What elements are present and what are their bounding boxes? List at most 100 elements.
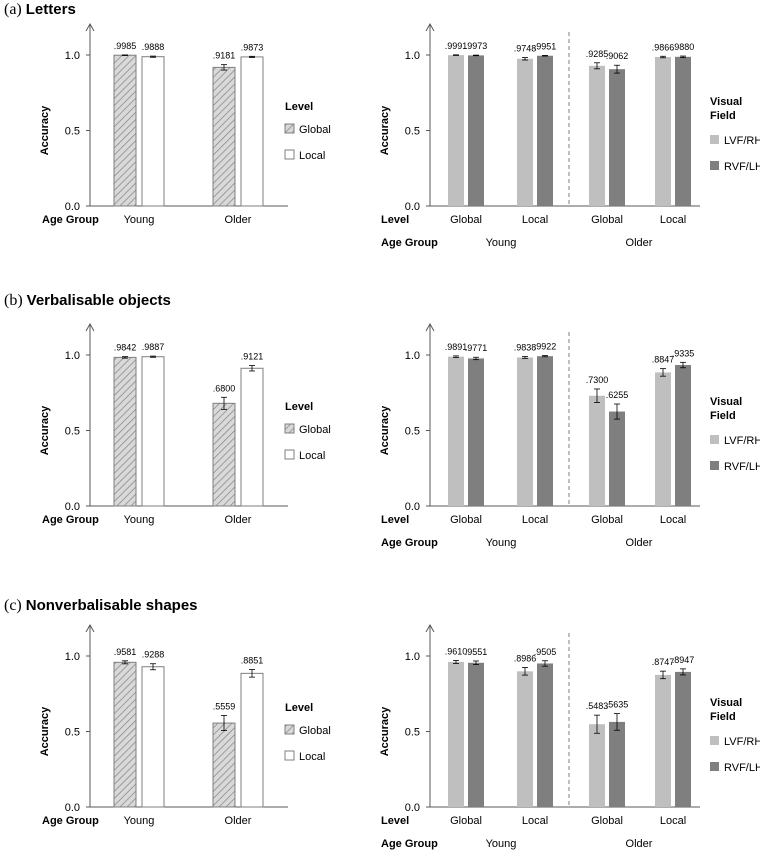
chart-b-right-y-axis-label: Accuracy <box>379 405 391 455</box>
panel-c-title: (c) Nonverbalisable shapes <box>4 597 198 615</box>
chart-b-left-y-axis-arrow <box>85 322 95 332</box>
chart-c-left-bar <box>212 722 236 808</box>
chart-c-right-bar <box>468 662 484 807</box>
chart-c-right-age-label: Older <box>626 838 653 850</box>
chart-b-left-legend-label: Local <box>299 450 325 462</box>
chart-b-right-y-tick-label: 1.0 <box>405 350 420 362</box>
chart-c-left-bar <box>141 666 165 808</box>
panel-a-letter: (a) <box>4 1 22 18</box>
chart-c-right-x-row-label-age: Age Group <box>381 838 438 850</box>
chart-c-left-data-label: .9288 <box>142 650 165 660</box>
chart-a-right-data-label: .9991 <box>445 41 468 51</box>
chart-b-right-x-row-label-age: Age Group <box>381 537 438 549</box>
chart-b-left-x-row-label: Age Group <box>42 514 99 526</box>
chart-c-left-legend-swatch <box>284 750 295 761</box>
chart-b-right-bar <box>468 358 484 506</box>
chart-a-right-y-axis-arrow <box>425 22 435 32</box>
chart-a-right-data-label: .9062 <box>606 51 629 61</box>
chart-a-right-y-tick-label: 1.0 <box>405 50 420 62</box>
chart-a-right-legend-title: Visual <box>710 96 742 108</box>
chart-c-right-data-label: .9610 <box>445 646 468 656</box>
chart-a-right-x-row-label-age: Age Group <box>381 237 438 249</box>
chart-c-right-legend-label: RVF/LH <box>724 762 760 774</box>
chart-c-right-bar <box>589 724 605 807</box>
chart-b-right-data-label: .9891 <box>445 342 468 352</box>
chart-b-right-legend-title: Visual <box>710 396 742 408</box>
chart-a-right-bar <box>537 55 553 206</box>
chart-c-right-data-label: .9551 <box>465 647 488 657</box>
chart-a-right-data-label: .9285 <box>586 49 609 59</box>
chart-b-left-legend-swatch <box>284 449 295 460</box>
chart-a-right-level-label: Global <box>591 214 623 226</box>
chart-a-left-data-label: .9873 <box>241 42 264 52</box>
chart-a-right-bar <box>468 55 484 206</box>
chart-b-left-y-axis-label: Accuracy <box>39 405 51 455</box>
chart-a-left-bar <box>212 66 236 207</box>
chart-c-right-y-axis-label: Accuracy <box>379 706 391 756</box>
chart-b-left-bar <box>141 356 165 507</box>
chart-c-right-data-label: .8947 <box>672 655 695 665</box>
chart-a-right-data-label: .9951 <box>534 41 557 51</box>
chart-b-left-y-tick-label: 0.5 <box>65 426 80 438</box>
chart-b-right-bar <box>609 411 625 506</box>
chart-c-left-legend-swatch <box>284 724 295 735</box>
chart-b-right-bar <box>517 357 533 506</box>
chart-c-left-data-label: .5559 <box>213 702 236 712</box>
panel-a-name: Letters <box>25 1 76 18</box>
chart-b-right-bar <box>448 356 464 506</box>
chart-a-right-y-tick-label: 0.0 <box>405 201 420 213</box>
chart-c-left-legend-title: Level <box>285 702 313 714</box>
panel-b-name: Verbalisable objects <box>26 292 171 309</box>
chart-b-right-legend-title: Field <box>710 410 736 422</box>
chart-a-left-x-row-label: Age Group <box>42 214 99 226</box>
chart-c-right-level-label: Global <box>591 815 623 827</box>
panel-b-title: (b) Verbalisable objects <box>4 292 171 310</box>
chart-c-right-y-axis-arrow <box>425 623 435 633</box>
chart-b-right-x-row-label-level: Level <box>381 514 409 526</box>
chart-b-right-age-label: Young <box>486 537 517 549</box>
chart-c-left-y-axis-label: Accuracy <box>39 706 51 756</box>
chart-a-left-y-tick-label: 1.0 <box>65 50 80 62</box>
chart-b-right-y-axis-arrow <box>425 322 435 332</box>
chart-c-right-legend-title: Visual <box>710 697 742 709</box>
chart-a-right-legend-swatch <box>710 135 719 144</box>
chart-c-left-legend-label: Local <box>299 751 325 763</box>
chart-b-right-legend-label: RVF/LH <box>724 461 760 473</box>
chart-a-left-data-label: .9888 <box>142 42 165 52</box>
chart-a-right-data-label: .9973 <box>465 41 488 51</box>
chart-b-right-bar <box>655 372 671 506</box>
chart-c-right-level-label: Local <box>660 815 686 827</box>
chart-a-left-category-label: Older <box>225 214 252 226</box>
chart-a-right-bar <box>675 56 691 207</box>
chart-c-left-data-label: .8851 <box>241 656 264 666</box>
chart-a-left-data-label: .9181 <box>213 51 236 61</box>
chart-a-right-bar <box>589 65 605 206</box>
chart-b-right-data-label: .9771 <box>465 343 488 353</box>
chart-a-right-bar <box>609 69 625 206</box>
chart-b-left-data-label: .9842 <box>114 343 137 353</box>
chart-b-left-legend-title: Level <box>285 401 313 413</box>
chart-a-right-level-label: Local <box>660 214 686 226</box>
chart-a-right-x-row-label-level: Level <box>381 214 409 226</box>
chart-a-right-data-label: .9880 <box>672 42 695 52</box>
chart-c-right-data-label: .5483 <box>586 701 609 711</box>
chart-c-right-legend-swatch <box>710 736 719 745</box>
chart-b-right-data-label: .6255 <box>606 390 629 400</box>
chart-c-left-x-row-label: Age Group <box>42 815 99 827</box>
chart-b-left-bar <box>113 356 137 507</box>
chart-c-right-y-tick-label: 1.0 <box>405 651 420 663</box>
chart-b-left-bar <box>240 367 264 507</box>
chart-c-left-bar <box>113 661 137 808</box>
chart-b-right-level-label: Local <box>660 514 686 526</box>
chart-c-right-data-label: .5635 <box>606 700 629 710</box>
chart-c-left-data-label: .9581 <box>114 647 137 657</box>
chart-b-right-data-label: .8847 <box>652 355 675 365</box>
chart-a-left-legend-title: Level <box>285 101 313 113</box>
chart-b-right-data-label: .7300 <box>586 375 609 385</box>
chart-c-right-bar <box>537 663 553 807</box>
chart-b-right-bar <box>589 395 605 506</box>
chart-c-left-category-label: Young <box>124 815 155 827</box>
chart-a-right-legend-swatch <box>710 161 719 170</box>
chart-a-right-age-label: Young <box>486 237 517 249</box>
